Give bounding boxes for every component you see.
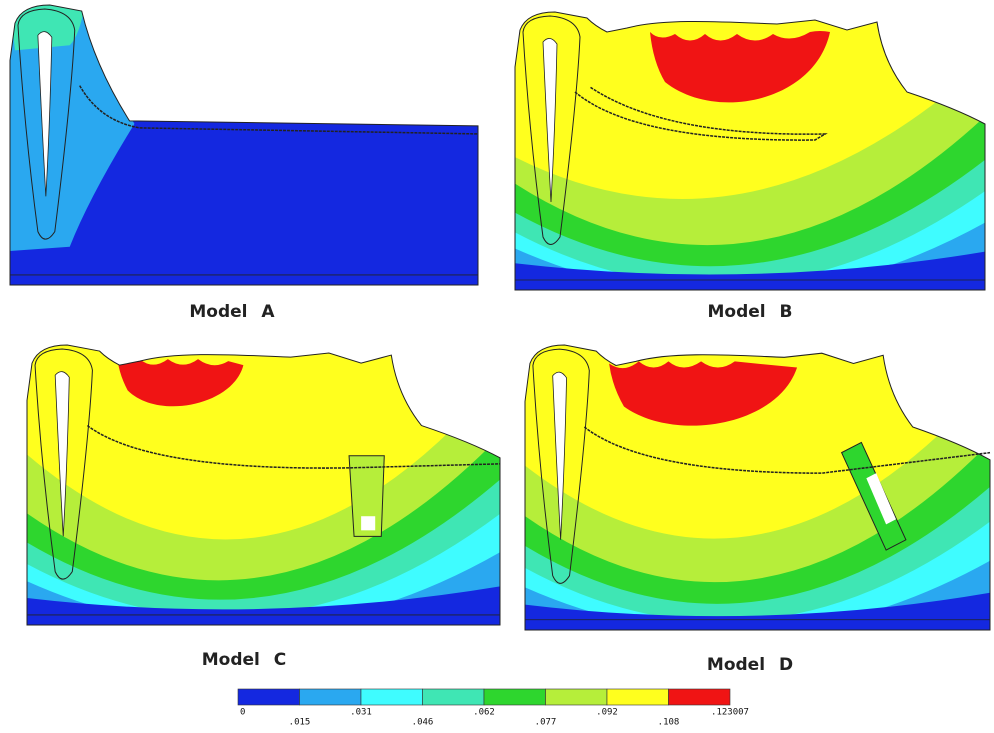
panel-label: Model C <box>202 650 287 670</box>
legend-label: .077 <box>535 718 557 728</box>
legend-label: .015 <box>289 718 311 728</box>
fill-group <box>10 5 478 286</box>
fill-group <box>27 345 500 626</box>
pulp <box>37 31 53 197</box>
legend-swatch <box>360 688 423 706</box>
implant-hole <box>361 516 376 531</box>
legend-swatch <box>606 688 669 706</box>
legend-swatch <box>299 688 362 706</box>
contour-band <box>27 584 500 626</box>
implant <box>348 455 385 537</box>
panels <box>9 4 991 631</box>
pulp <box>54 371 70 537</box>
contour-band <box>525 591 991 631</box>
canal <box>583 426 991 474</box>
panel-label: Model A <box>189 302 275 322</box>
pulp <box>542 38 558 203</box>
panel-label: Model D <box>707 655 793 675</box>
legend-label: .123007 <box>711 708 749 718</box>
legend-label: .092 <box>596 708 618 718</box>
outline <box>9 4 479 286</box>
legend-swatch <box>422 688 485 706</box>
contour-band <box>10 5 85 51</box>
tooth <box>532 348 590 584</box>
contour-panel <box>26 344 501 626</box>
canal <box>79 85 479 135</box>
implant <box>840 441 907 551</box>
implant-hole <box>866 473 897 525</box>
outline <box>26 344 501 626</box>
contour-peak <box>650 31 830 103</box>
panel-label: Model B <box>708 302 793 322</box>
contour-panel <box>514 11 986 291</box>
legend-swatch <box>545 688 608 706</box>
legend-label: .108 <box>658 718 680 728</box>
legend-swatch <box>668 688 731 706</box>
canal <box>574 86 828 141</box>
legend-label: .031 <box>350 708 372 718</box>
legend-label: 0 <box>240 708 245 718</box>
fill-group <box>515 12 985 290</box>
contour-band <box>515 250 985 290</box>
pulp <box>552 371 567 540</box>
tooth <box>17 8 76 240</box>
legend-swatch <box>483 688 546 706</box>
tooth <box>522 15 581 245</box>
legend-label: .046 <box>412 718 434 728</box>
tooth <box>34 348 93 580</box>
contour-panel <box>9 4 479 286</box>
legend-swatch <box>237 688 300 706</box>
outline <box>524 344 991 631</box>
contour-panel <box>524 344 991 631</box>
contour-peak <box>117 359 244 407</box>
canal <box>86 424 501 469</box>
fill-group <box>525 345 991 631</box>
legend: 0 .015 .031 .046 .062 .077 .092 .108 .123007 <box>237 688 749 728</box>
outline <box>514 11 986 291</box>
contour-peak <box>609 361 798 426</box>
legend-label: .062 <box>473 708 495 718</box>
